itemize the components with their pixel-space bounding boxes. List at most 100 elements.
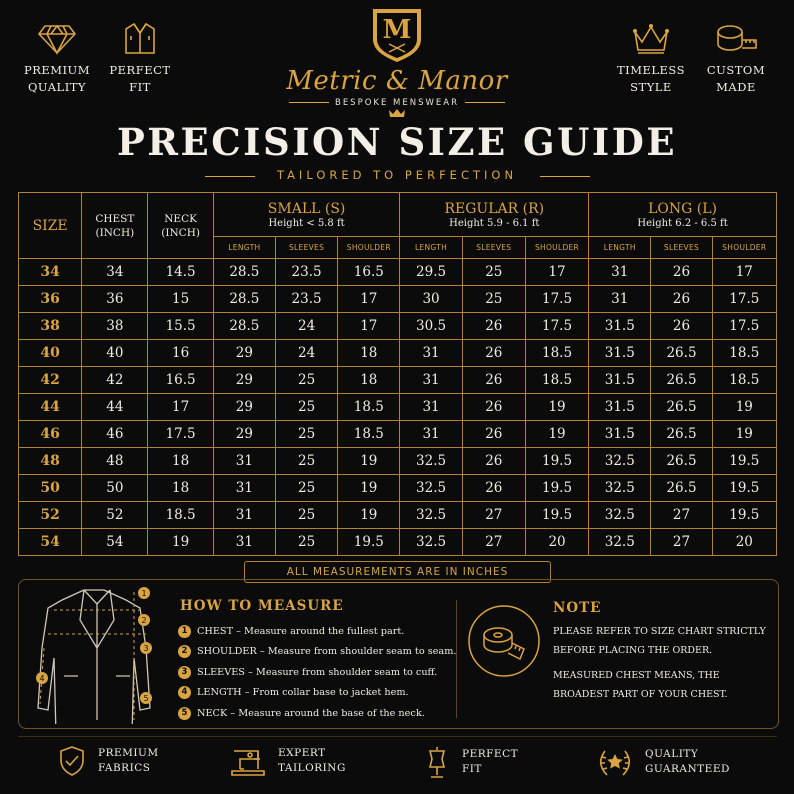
table-cell: 17 [711, 258, 778, 286]
diagram-marker: 1 [141, 589, 146, 598]
table-cell: 36 [81, 285, 149, 313]
table-cell: 19 [524, 393, 590, 421]
brand-name: Metric & Manor [286, 66, 508, 96]
header-group-small: SMALL (S) Height < 5.8 ft [212, 192, 401, 237]
step-number: 2 [178, 645, 191, 659]
badge-label: CUSTOM MADE [706, 63, 766, 94]
table-row: 44 44 17 29 25 18.5 31 26 19 31.5 26.5 19 [17, 393, 778, 421]
table-cell: 17.5 [147, 420, 214, 448]
diagram-marker: 3 [143, 644, 148, 653]
table-cell: 23.5 [274, 285, 339, 313]
table-cell: 25 [274, 528, 339, 556]
table-cell: 18.5 [711, 366, 778, 394]
step-number: 5 [178, 706, 191, 720]
table-cell: 26 [650, 285, 713, 313]
table-cell: 26.5 [650, 339, 713, 367]
table-cell: 54 [81, 528, 149, 556]
table-cell: 31.5 [588, 393, 652, 421]
table-cell: 26 [461, 312, 526, 340]
size-cell: 38 [17, 312, 83, 340]
table-cell: 52 [81, 501, 149, 529]
size-cell: 50 [17, 474, 83, 502]
table-cell: 27 [650, 528, 713, 556]
page-title: PRECISION SIZE GUIDE [116, 120, 678, 164]
table-cell: 19.5 [524, 501, 590, 529]
table-cell: 26 [461, 447, 526, 475]
table-cell: 31 [399, 420, 463, 448]
table-cell: 31 [212, 528, 276, 556]
table-cell: 19 [337, 501, 401, 529]
table-row: 48 48 18 31 25 19 32.5 26 19.5 32.5 26.5 19.5 [17, 447, 778, 475]
table-cell: 29 [212, 420, 276, 448]
size-cell: 42 [17, 366, 83, 394]
table-cell: 19 [711, 393, 778, 421]
table-cell: 19.5 [711, 501, 778, 529]
table-row: 38 38 15.5 28.5 24 17 30.5 26 17.5 31.5 26 17.5 [17, 312, 778, 340]
table-cell: 46 [81, 420, 149, 448]
table-cell: 31 [399, 339, 463, 367]
table-cell: 24 [274, 339, 339, 367]
badge-premium-quality: PREMIUM QUALITY [17, 22, 97, 96]
table-cell: 25 [274, 501, 339, 529]
table-cell: 17 [337, 312, 401, 340]
step-neck: 5 NECK – Measure around the base of the n… [178, 703, 458, 724]
table-cell: 19.5 [711, 474, 778, 502]
step-text: SHOULDER – Measure from shoulder seam to… [197, 646, 457, 658]
table-cell: 32.5 [588, 501, 652, 529]
table-cell: 31 [399, 393, 463, 421]
table-cell: 25 [461, 258, 526, 286]
note-paragraph-2: MEASURED CHEST MEANS, THE BROADEST PART … [553, 670, 728, 700]
table-cell: 19 [711, 420, 778, 448]
logo-letter: M [383, 15, 412, 45]
table-cell: 26.5 [650, 420, 713, 448]
table-cell: 25 [274, 393, 339, 421]
table-cell: 19 [524, 420, 590, 448]
table-cell: 26 [650, 258, 713, 286]
step-text: SLEEVES – Measure from shoulder seam to … [197, 666, 438, 678]
table-cell: 16.5 [337, 258, 401, 286]
subheader-shoulder: SHOULDER [337, 236, 401, 259]
table-cell: 14.5 [147, 258, 214, 286]
step-chest: 1 CHEST – Measure around the fullest part… [178, 621, 458, 642]
table-row: 54 54 19 31 25 19.5 32.5 27 20 32.5 27 20 [17, 528, 778, 556]
badge-perfect-fit: PERFECT FIT [100, 22, 180, 96]
table-cell: 18.5 [524, 366, 590, 394]
small-crown-icon [389, 109, 405, 117]
group-height: Height 6.2 - 6.5 ft [637, 217, 728, 229]
size-cell: 46 [17, 420, 83, 448]
table-row: 40 40 16 29 24 18 31 26 18.5 31.5 26.5 18.5 [17, 339, 778, 367]
footer-label: QUALITY GUARANTEED [645, 748, 730, 775]
table-cell: 32.5 [588, 447, 652, 475]
table-cell: 19 [147, 528, 214, 556]
brand-tagline: BESPOKE MENSWEAR [334, 98, 459, 108]
badge-timeless-style: TIMELESS STYLE [611, 22, 691, 96]
table-cell: 28.5 [212, 258, 276, 286]
step-shoulder: 2 SHOULDER – Measure from shoulder seam t… [178, 642, 458, 663]
table-cell: 25 [461, 285, 526, 313]
tape-roll-icon [468, 605, 540, 677]
table-cell: 19.5 [524, 474, 590, 502]
step-number: 3 [178, 665, 191, 679]
table-cell: 26 [461, 393, 526, 421]
table-cell: 26 [650, 312, 713, 340]
how-to-steps: 1 CHEST – Measure around the fullest part… [178, 621, 458, 724]
subheader-sleeves: SLEEVES [461, 236, 526, 259]
table-row: 46 46 17.5 29 25 18.5 31 26 19 31.5 26.5 19 [17, 420, 778, 448]
diagram-marker: 2 [141, 616, 146, 625]
table-cell: 32.5 [588, 528, 652, 556]
table-cell: 20 [711, 528, 778, 556]
table-row: 34 34 14.5 28.5 23.5 16.5 29.5 25 17 31 26 17 [17, 258, 778, 286]
table-cell: 34 [81, 258, 149, 286]
table-cell: 31.5 [588, 420, 652, 448]
size-chart-body: 34 34 14.5 28.5 23.5 16.5 29.5 25 17 31 26 17 36 36 15… [17, 258, 778, 556]
shield-check-icon [60, 746, 84, 776]
table-cell: 18.5 [147, 501, 214, 529]
table-cell: 18.5 [337, 393, 401, 421]
diagram-marker: 5 [143, 694, 148, 703]
table-cell: 30.5 [399, 312, 463, 340]
subheader-shoulder: SHOULDER [524, 236, 590, 259]
table-cell: 31 [588, 285, 652, 313]
subheader-shoulder: SHOULDER [711, 236, 778, 259]
table-cell: 18 [337, 366, 401, 394]
table-cell: 17.5 [524, 285, 590, 313]
